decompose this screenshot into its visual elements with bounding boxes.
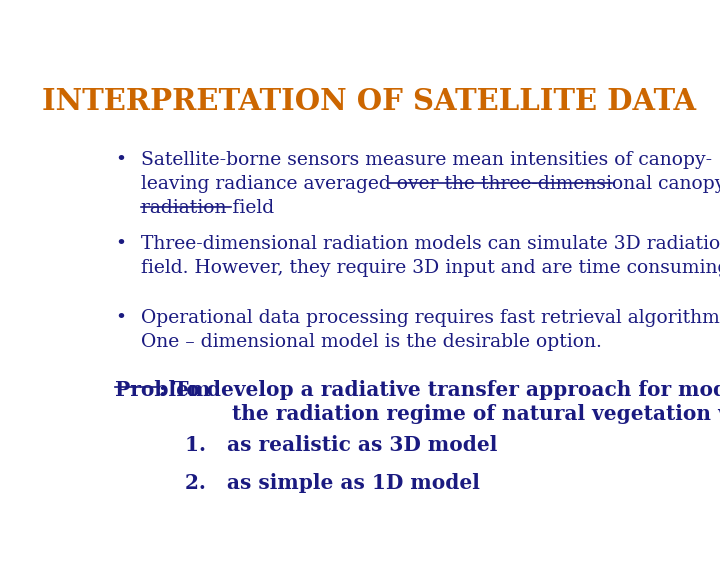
- Text: •: •: [115, 151, 126, 169]
- Text: INTERPRETATION OF SATELLITE DATA: INTERPRETATION OF SATELLITE DATA: [42, 87, 696, 116]
- Text: 1.   as realistic as 3D model: 1. as realistic as 3D model: [185, 435, 498, 454]
- Text: •: •: [115, 309, 126, 327]
- Text: •: •: [115, 236, 126, 253]
- Text: One – dimensional model is the desirable option.: One – dimensional model is the desirable…: [141, 332, 602, 351]
- Text: leaving radiance averaged over the three-dimensional canopy: leaving radiance averaged over the three…: [141, 175, 720, 193]
- Text: Satellite-borne sensors measure mean intensities of canopy-: Satellite-borne sensors measure mean int…: [141, 151, 713, 169]
- Text: radiation field: radiation field: [141, 199, 274, 217]
- Text: Three-dimensional radiation models can simulate 3D radiation: Three-dimensional radiation models can s…: [141, 236, 720, 253]
- Text: field. However, they require 3D input and are time consuming: field. However, they require 3D input an…: [141, 259, 720, 278]
- Text: the radiation regime of natural vegetation which is: the radiation regime of natural vegetati…: [233, 404, 720, 423]
- Text: Operational data processing requires fast retrieval algorithms.: Operational data processing requires fas…: [141, 309, 720, 327]
- Text: Problem: Problem: [115, 380, 210, 400]
- Text: : To develop a radiative transfer approach for modeling: : To develop a radiative transfer approa…: [158, 380, 720, 400]
- Text: 2.   as simple as 1D model: 2. as simple as 1D model: [185, 473, 480, 493]
